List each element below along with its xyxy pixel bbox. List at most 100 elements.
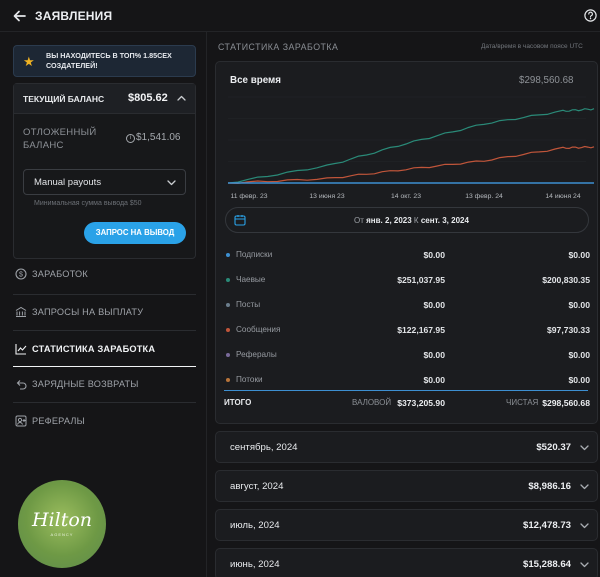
- logo-name: Hilton: [31, 509, 93, 531]
- chart-line-icon: [15, 344, 27, 355]
- chevron-up-icon[interactable]: [176, 93, 187, 104]
- series-dot: [226, 328, 230, 332]
- series-line: [227, 145, 595, 185]
- month-total: $15,288.64: [522, 559, 571, 570]
- divider: [13, 294, 196, 295]
- sidebar-item-chargebacks[interactable]: ЗАРЯДНЫЕ ВОЗВРАТЫ: [13, 369, 196, 399]
- undo-icon: [16, 380, 27, 390]
- date-from[interactable]: янв. 2, 2023: [366, 216, 412, 225]
- totals-label: ИТОГО: [224, 398, 252, 407]
- logo-subtitle: AGENCY: [50, 532, 74, 537]
- row-gross: $251,037.95: [397, 275, 445, 285]
- month-row[interactable]: июль, 2024 $12,478.73: [215, 509, 598, 541]
- gross-label: ВАЛОВОЙ: [352, 398, 392, 407]
- period-total: $298,560.68: [519, 75, 574, 86]
- row-name: Потоки: [236, 375, 263, 384]
- row-name: Рефералы: [236, 350, 277, 359]
- x-tick-label: 11 февр. 23: [230, 193, 267, 200]
- sidebar-item-label: РЕФЕРАЛЫ: [32, 416, 85, 426]
- current-balance-value: $805.62: [128, 92, 168, 104]
- sidebar-item-referrals[interactable]: РЕФЕРАЛЫ: [13, 406, 196, 436]
- month-name: август, 2024: [230, 481, 284, 492]
- earnings-line-chart: 11 февр. 23 13 июня 23 14 окт. 23 13 февр. …: [227, 96, 595, 200]
- row-net: $0.00: [568, 250, 590, 260]
- series-dot: [226, 253, 230, 257]
- top-bar: ЗАЯВЛЕНИЯ: [0, 0, 600, 32]
- arrow-left-icon[interactable]: [12, 8, 28, 24]
- top-creator-banner: ★ ВЫ НАХОДИТЕСЬ В ТОП% 1.85СЕХ СОЗДАТЕЛЕ…: [13, 45, 196, 77]
- row-name: Чаевые: [236, 275, 266, 284]
- series-line: [227, 108, 595, 184]
- divider: [13, 330, 196, 331]
- current-balance-label: ТЕКУЩИЙ БАЛАНС: [23, 94, 105, 104]
- payout-method-select[interactable]: Manual payouts: [23, 169, 186, 195]
- breakdown-row: Подписки $0.00 $0.00: [224, 246, 592, 266]
- current-balance-header[interactable]: ТЕКУЩИЙ БАЛАНС $805.62: [14, 84, 195, 114]
- earnings-stats-card: Все время $298,560.68 11 февр. 23 13 июня…: [215, 61, 598, 424]
- net-total: $298,560.68: [542, 398, 590, 408]
- date-from-label: От: [354, 216, 364, 225]
- svg-text:$: $: [19, 272, 23, 279]
- x-tick-label: 14 окт. 23: [391, 193, 421, 200]
- page-title: ЗАЯВЛЕНИЯ: [35, 9, 113, 23]
- series-dot: [226, 278, 230, 282]
- sidebar-item-label: ЗАПРОСЫ НА ВЫПЛАТУ: [32, 307, 144, 317]
- deferred-balance-label: ОТЛОЖЕННЫЙ БАЛАНС: [23, 127, 97, 151]
- month-row[interactable]: июнь, 2024 $15,288.64: [215, 548, 598, 577]
- deferred-balance-value: i $1,541.06: [126, 132, 181, 143]
- month-total: $12,478.73: [522, 520, 571, 531]
- min-payout-hint: Минимальная сумма вывода $50: [34, 200, 142, 207]
- active-indicator: [13, 366, 196, 367]
- row-net: $97,730.33: [546, 325, 590, 335]
- row-name: Подписки: [236, 250, 273, 259]
- withdraw-request-button[interactable]: ЗАПРОС НА ВЫВОД: [84, 222, 186, 244]
- chevron-down-icon[interactable]: [579, 520, 590, 531]
- date-to[interactable]: сент. 3, 2024: [420, 216, 469, 225]
- top-creator-text: ВЫ НАХОДИТЕСЬ В ТОП% 1.85СЕХ СОЗДАТЕЛЕЙ!: [46, 51, 172, 70]
- breakdown-row: Посты $0.00 $0.00: [224, 296, 592, 316]
- x-tick-label: 14 июня 24: [545, 193, 580, 200]
- row-gross: $0.00: [423, 375, 445, 385]
- balance-card: ТЕКУЩИЙ БАЛАНС $805.62 ОТЛОЖЕННЫЙ БАЛАНС…: [13, 83, 196, 259]
- section-title: СТАТИСТИКА ЗАРАБОТКА: [218, 42, 339, 52]
- sidebar-item-label: СТАТИСТИКА ЗАРАБОТКА: [32, 344, 156, 354]
- sidebar-item-earnings-stats[interactable]: СТАТИСТИКА ЗАРАБОТКА: [13, 334, 196, 364]
- divider: [13, 402, 196, 403]
- totals-row: ИТОГО ВАЛОВОЙ $373,205.90 ЧИСТАЯ $298,56…: [224, 396, 592, 412]
- row-net: $0.00: [568, 350, 590, 360]
- gross-total: $373,205.90: [397, 398, 445, 408]
- month-total: $520.37: [536, 442, 571, 453]
- chevron-down-icon: [167, 180, 176, 186]
- series-dot: [226, 353, 230, 357]
- sidebar-item-earnings[interactable]: $ ЗАРАБОТОК: [13, 259, 196, 289]
- info-icon[interactable]: i: [126, 134, 135, 143]
- breakdown-row: Потоки $0.00 $0.00: [224, 371, 592, 391]
- row-name: Посты: [236, 300, 261, 309]
- month-row[interactable]: сентябрь, 2024 $520.37: [215, 431, 598, 463]
- breakdown-row: Рефералы $0.00 $0.00: [224, 346, 592, 366]
- row-net: $0.00: [568, 375, 590, 385]
- row-gross: $0.00: [423, 250, 445, 260]
- month-row[interactable]: август, 2024 $8,986.16: [215, 470, 598, 502]
- chevron-down-icon[interactable]: [579, 442, 590, 453]
- series-dot: [226, 303, 230, 307]
- calendar-icon[interactable]: [234, 214, 246, 226]
- sidebar-item-payout-requests[interactable]: ЗАПРОСЫ НА ВЫПЛАТУ: [13, 297, 196, 327]
- dollar-circle-icon: $: [15, 268, 27, 280]
- x-tick-label: 13 июня 23: [309, 193, 344, 200]
- date-range-picker[interactable]: От янв. 2, 2023 К сент. 3, 2024: [225, 207, 589, 233]
- chevron-down-icon[interactable]: [579, 559, 590, 570]
- row-gross: $122,167.95: [397, 325, 445, 335]
- row-net: $200,830.35: [542, 275, 590, 285]
- x-tick-label: 13 февр. 24: [465, 193, 503, 200]
- totals-divider: [224, 390, 588, 391]
- row-name: Сообщения: [236, 325, 281, 334]
- date-to-label: К: [413, 216, 419, 225]
- period-label: Все время: [230, 75, 281, 86]
- question-circle-icon[interactable]: [584, 9, 597, 22]
- month-name: сентябрь, 2024: [230, 442, 298, 453]
- chevron-down-icon[interactable]: [579, 481, 590, 492]
- month-name: июнь, 2024: [230, 559, 280, 570]
- star-icon: ★: [23, 54, 35, 69]
- month-name: июль, 2024: [230, 520, 280, 531]
